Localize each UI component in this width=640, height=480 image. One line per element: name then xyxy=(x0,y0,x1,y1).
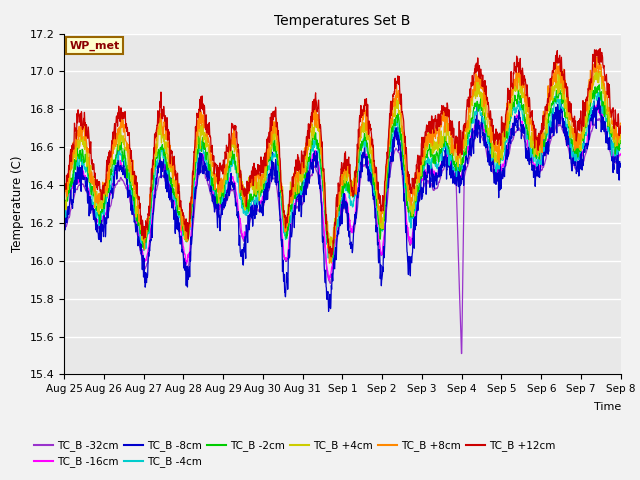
TC_B +12cm xyxy=(616,127,624,132)
Line: TC_B -4cm: TC_B -4cm xyxy=(64,92,621,262)
Text: WP_met: WP_met xyxy=(70,40,120,51)
TC_B -4cm xyxy=(328,259,336,264)
TC_B +4cm xyxy=(549,88,557,94)
TC_B -32cm xyxy=(373,221,381,227)
TC_B -2cm xyxy=(565,121,573,127)
TC_B -4cm xyxy=(565,133,573,139)
TC_B +12cm xyxy=(596,46,604,51)
TC_B +4cm xyxy=(328,249,336,254)
TC_B -2cm xyxy=(595,82,603,88)
TC_B -4cm xyxy=(314,145,322,151)
TC_B -16cm xyxy=(60,219,68,225)
TC_B -8cm xyxy=(478,117,486,122)
TC_B -4cm xyxy=(60,216,68,221)
TC_B -16cm xyxy=(314,160,322,166)
TC_B -4cm xyxy=(478,115,486,121)
TC_B -2cm xyxy=(616,140,624,146)
TC_B -32cm xyxy=(458,351,465,357)
TC_B +4cm xyxy=(60,202,68,207)
TC_B +4cm xyxy=(478,97,486,103)
TC_B -2cm xyxy=(373,203,381,208)
TC_B -8cm xyxy=(324,309,332,314)
TC_B +8cm xyxy=(60,200,68,205)
Line: TC_B -32cm: TC_B -32cm xyxy=(64,119,621,354)
TC_B -32cm xyxy=(60,228,68,233)
TC_B -8cm xyxy=(565,134,573,140)
TC_B -8cm xyxy=(549,107,557,113)
TC_B -4cm xyxy=(373,207,381,213)
TC_B -32cm xyxy=(616,162,624,168)
TC_B -4cm xyxy=(549,108,557,113)
TC_B -32cm xyxy=(595,116,603,121)
Line: TC_B +4cm: TC_B +4cm xyxy=(64,70,621,252)
Line: TC_B +8cm: TC_B +8cm xyxy=(64,57,621,263)
TC_B +4cm xyxy=(314,127,322,133)
TC_B -16cm xyxy=(325,277,333,283)
TC_B -2cm xyxy=(617,138,625,144)
TC_B +12cm xyxy=(549,70,557,75)
TC_B +4cm xyxy=(616,136,624,142)
Text: Time: Time xyxy=(593,402,621,412)
TC_B -4cm xyxy=(617,145,625,151)
TC_B -16cm xyxy=(565,143,573,149)
Line: TC_B -8cm: TC_B -8cm xyxy=(64,96,621,312)
TC_B +8cm xyxy=(326,260,333,266)
TC_B -32cm xyxy=(549,132,557,137)
TC_B +12cm xyxy=(617,123,625,129)
TC_B -8cm xyxy=(595,93,603,99)
TC_B -2cm xyxy=(478,107,486,112)
TC_B -16cm xyxy=(478,123,486,129)
TC_B +8cm xyxy=(549,79,557,84)
TC_B +8cm xyxy=(616,120,624,126)
TC_B -8cm xyxy=(314,162,322,168)
Legend: TC_B -32cm, TC_B -16cm, TC_B -8cm, TC_B -4cm, TC_B -2cm, TC_B +4cm, TC_B +8cm, T: TC_B -32cm, TC_B -16cm, TC_B -8cm, TC_B … xyxy=(30,436,559,471)
Line: TC_B +12cm: TC_B +12cm xyxy=(64,48,621,257)
Line: TC_B -16cm: TC_B -16cm xyxy=(64,105,621,280)
TC_B -16cm xyxy=(617,151,625,157)
TC_B -8cm xyxy=(616,161,624,167)
TC_B -16cm xyxy=(373,219,381,225)
TC_B +4cm xyxy=(617,132,625,138)
TC_B +8cm xyxy=(593,54,600,60)
TC_B +12cm xyxy=(314,105,322,111)
TC_B -16cm xyxy=(616,152,624,158)
TC_B +4cm xyxy=(595,67,602,73)
TC_B +4cm xyxy=(373,195,381,201)
TC_B -2cm xyxy=(549,101,557,107)
TC_B -4cm xyxy=(616,146,624,152)
TC_B -32cm xyxy=(565,149,573,155)
Title: Temperatures Set B: Temperatures Set B xyxy=(274,14,411,28)
TC_B +8cm xyxy=(373,185,381,191)
TC_B +12cm xyxy=(327,254,335,260)
Y-axis label: Temperature (C): Temperature (C) xyxy=(11,156,24,252)
TC_B -16cm xyxy=(593,102,600,108)
TC_B -32cm xyxy=(478,134,486,140)
TC_B -4cm xyxy=(594,89,602,95)
TC_B -8cm xyxy=(617,164,625,170)
TC_B +8cm xyxy=(314,111,322,117)
TC_B +4cm xyxy=(565,123,573,129)
TC_B +12cm xyxy=(60,180,68,186)
TC_B -2cm xyxy=(314,146,322,152)
TC_B +8cm xyxy=(478,81,486,87)
TC_B +12cm xyxy=(478,74,486,80)
TC_B +12cm xyxy=(373,180,381,185)
TC_B -32cm xyxy=(314,172,322,178)
TC_B -2cm xyxy=(329,255,337,261)
TC_B -8cm xyxy=(373,225,381,230)
Line: TC_B -2cm: TC_B -2cm xyxy=(64,85,621,258)
TC_B -8cm xyxy=(60,227,68,232)
TC_B +8cm xyxy=(565,114,573,120)
TC_B -2cm xyxy=(60,206,68,212)
TC_B +8cm xyxy=(617,120,625,126)
TC_B -32cm xyxy=(617,161,625,167)
TC_B +12cm xyxy=(565,105,573,110)
TC_B -16cm xyxy=(549,117,557,122)
